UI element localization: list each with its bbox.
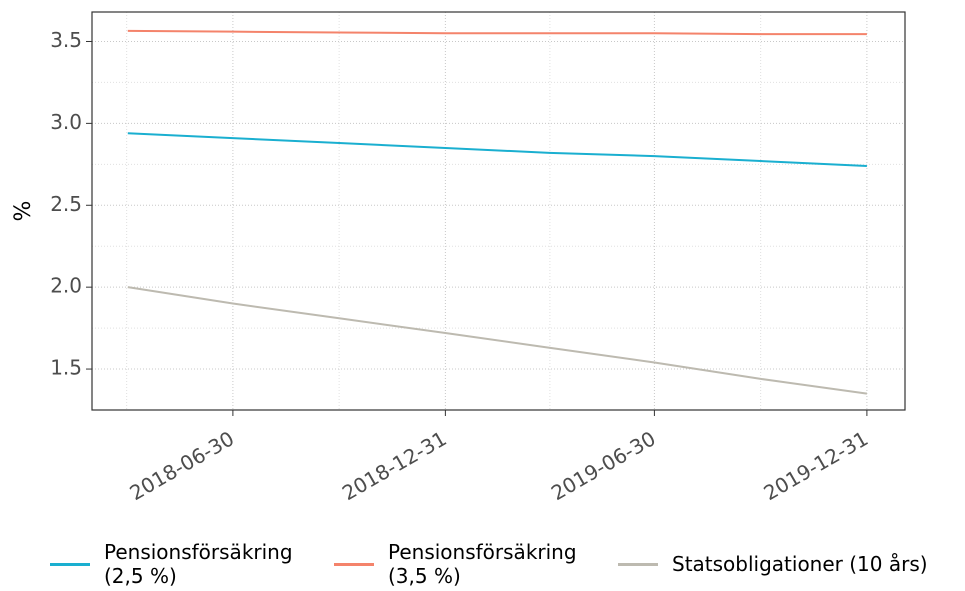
legend-swatch: [618, 562, 658, 566]
plot-background: [92, 12, 905, 410]
legend-swatch: [334, 562, 374, 566]
line: [127, 286, 868, 395]
legend-item: Pensionsförsäkring (3,5 %): [334, 540, 588, 588]
legend-swatch: [50, 562, 90, 566]
x-tick-label: 2019-06-30: [547, 426, 660, 505]
legend-label: Statsobligationer (10 års): [672, 552, 928, 576]
legend: Pensionsförsäkring (2,5 %) Pensionsförsäk…: [50, 540, 928, 588]
legend-label: Pensionsförsäkring (3,5 %): [388, 540, 577, 588]
y-axis-label: %: [11, 201, 36, 222]
legend-item: Pensionsförsäkring (2,5 %): [50, 540, 304, 588]
y-tick-label: 2.5: [50, 192, 82, 216]
y-tick-label: 3.0: [50, 110, 82, 134]
plot-border: [91, 11, 906, 411]
y-tick-label: 1.5: [50, 356, 82, 380]
x-tick-label: 2019-12-31: [759, 426, 872, 505]
x-tick-label: 2018-12-31: [338, 426, 451, 505]
y-tick-label: 2.0: [50, 274, 82, 298]
legend-item: Statsobligationer (10 års): [618, 552, 928, 576]
legend-label: Pensionsförsäkring (2,5 %): [104, 540, 293, 588]
x-tick-label: 2018-06-30: [125, 426, 238, 505]
y-tick-label: 3.5: [50, 28, 82, 52]
line: [127, 132, 867, 167]
line: [127, 29, 867, 36]
